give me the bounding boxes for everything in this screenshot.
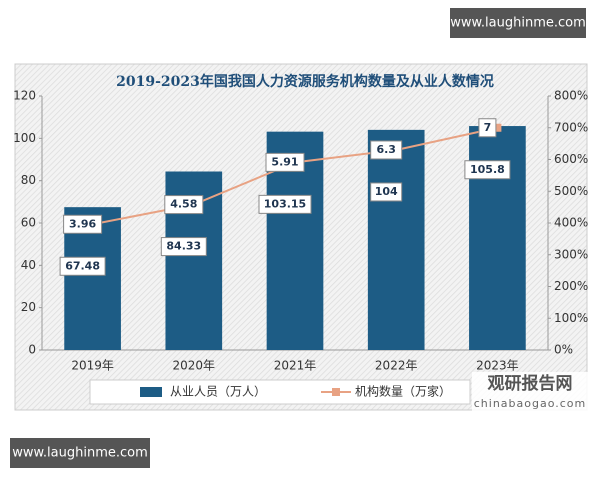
data-label: 84.33 <box>166 240 201 253</box>
data-label-box <box>164 195 204 215</box>
data-label: 67.48 <box>65 259 100 272</box>
y2-tick-label: 100% <box>554 311 588 325</box>
bar <box>367 129 425 350</box>
y-tick-label: 80 <box>21 173 36 187</box>
y2-tick-label: 800% <box>554 89 588 103</box>
data-label-box <box>160 237 207 257</box>
x-tick-label: 2023年 <box>476 359 519 373</box>
data-label: 7 <box>484 121 492 134</box>
data-label: 3.96 <box>69 217 96 230</box>
x-tick-label: 2022年 <box>375 359 418 373</box>
x-tick-label: 2020年 <box>173 359 216 373</box>
y2-tick-label: 700% <box>554 120 588 134</box>
y-tick-label: 100 <box>13 131 36 145</box>
y2-tick-label: 300% <box>554 247 588 261</box>
y2-tick-label: 200% <box>554 279 588 293</box>
y-tick-label: 0 <box>28 343 36 357</box>
line-marker <box>493 123 502 132</box>
y-tick-label: 20 <box>21 300 36 314</box>
legend-swatch <box>332 388 340 396</box>
logo-url: chinabaogao.com <box>474 397 587 410</box>
data-label-box <box>63 214 103 234</box>
data-label-box <box>59 256 106 276</box>
data-label-box <box>370 182 403 202</box>
y2-tick-label: 400% <box>554 216 588 230</box>
plot: 0 20 40 60 80 100 120 0% 100% 200% 300% 400% 500% 600… <box>13 89 588 405</box>
data-label: 103.15 <box>264 197 306 210</box>
watermark-box <box>10 438 150 468</box>
bar <box>469 126 526 350</box>
data-label: 105.8 <box>470 163 505 176</box>
watermark-box <box>450 8 586 38</box>
y-tick-label: 40 <box>21 258 36 272</box>
y2-tick-label: 0% <box>554 343 573 357</box>
data-label-box <box>464 160 511 180</box>
legend-label: 机构数量（万家） <box>355 384 451 399</box>
data-label: 6.3 <box>376 143 396 156</box>
legend-label: 从业人员（万人） <box>170 385 266 399</box>
y2-tick-label: 600% <box>554 152 588 166</box>
data-label: 5.91 <box>271 155 298 168</box>
watermark: www.laughinme.com <box>450 16 586 31</box>
data-label-box <box>370 140 403 160</box>
x-tick-label: 2019年 <box>71 359 114 373</box>
y-tick-label: 120 <box>13 89 36 103</box>
data-label: 4.58 <box>170 198 197 211</box>
logo-box <box>472 372 588 412</box>
watermark: www.laughinme.com <box>12 446 148 461</box>
x-tick-label: 2021年 <box>274 359 317 373</box>
y-tick-label: 60 <box>21 216 36 230</box>
data-label-box <box>265 152 305 172</box>
y2-tick-label: 500% <box>554 184 588 198</box>
data-label-box <box>258 194 312 214</box>
legend-swatch <box>140 387 162 397</box>
logo-name: 观研报告网 <box>487 373 573 394</box>
data-label-box <box>478 118 497 138</box>
data-label: 104 <box>375 185 398 198</box>
chart-title: 2019-2023年国我国人力资源服务机构数量及从业人数情况 <box>116 73 494 90</box>
